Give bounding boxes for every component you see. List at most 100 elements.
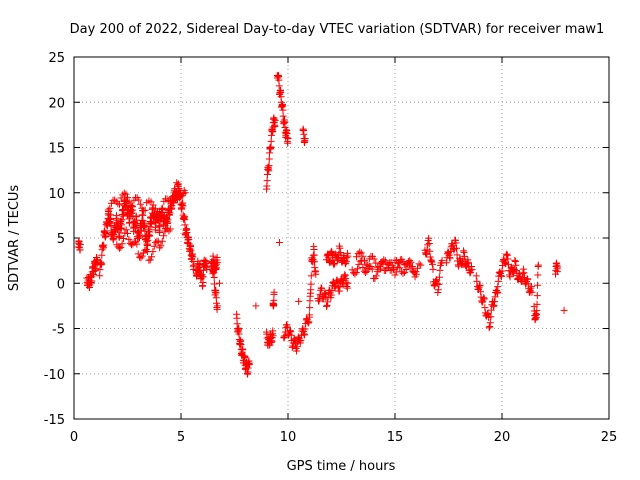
data-point <box>287 331 295 339</box>
data-point <box>348 266 356 274</box>
data-point <box>280 333 288 341</box>
data-point <box>399 269 407 277</box>
data-point <box>389 264 397 272</box>
data-point <box>519 265 527 273</box>
y-tick-label: 25 <box>48 51 65 66</box>
y-tick-label: 10 <box>48 187 65 202</box>
data-point <box>107 199 115 207</box>
data-point <box>501 258 509 266</box>
data-point <box>417 261 425 269</box>
data-point <box>119 234 127 242</box>
data-point <box>410 269 418 277</box>
data-point <box>463 260 471 268</box>
data-point <box>491 298 499 306</box>
data-point <box>356 248 364 256</box>
data-point <box>534 281 542 289</box>
x-tick-label: 25 <box>601 430 618 445</box>
data-point <box>404 260 412 268</box>
data-point <box>427 256 435 264</box>
data-point <box>511 258 519 266</box>
data-point <box>352 268 360 276</box>
data-point <box>503 251 511 259</box>
data-point <box>507 264 515 272</box>
data-point <box>148 253 156 261</box>
data-point <box>239 345 247 353</box>
data-point <box>391 271 399 279</box>
data-point <box>293 347 301 355</box>
data-point <box>271 116 279 124</box>
data-point <box>265 155 273 163</box>
data-point <box>327 247 335 255</box>
data-point <box>472 272 480 280</box>
data-point <box>149 248 157 256</box>
data-point <box>174 181 182 189</box>
data-point <box>213 302 221 310</box>
data-point <box>122 226 130 234</box>
data-point <box>275 239 283 247</box>
data-point <box>497 272 505 280</box>
data-point <box>324 250 332 258</box>
data-point <box>473 277 481 285</box>
data-point <box>343 254 351 262</box>
data-point <box>425 234 433 242</box>
data-point <box>397 268 405 276</box>
data-point <box>344 279 352 287</box>
data-point <box>283 323 291 331</box>
data-point <box>527 282 535 290</box>
data-point <box>325 254 333 262</box>
data-point <box>524 275 532 283</box>
data-point <box>453 251 461 259</box>
data-point <box>138 252 146 260</box>
data-point <box>341 271 349 279</box>
data-point <box>275 82 283 90</box>
data-point <box>252 302 260 310</box>
data-point <box>415 260 423 268</box>
data-point <box>312 270 320 278</box>
data-point <box>484 309 492 317</box>
data-point <box>527 284 535 292</box>
data-point <box>124 230 131 238</box>
data-point <box>301 325 309 333</box>
data-point <box>370 255 378 263</box>
data-point <box>497 272 505 280</box>
data-point <box>306 304 314 312</box>
data-point <box>486 319 494 327</box>
data-point <box>481 304 489 312</box>
data-point <box>485 324 493 332</box>
data-point <box>533 292 541 300</box>
data-point <box>405 261 413 269</box>
data-point <box>512 261 520 269</box>
data-point <box>279 106 287 114</box>
data-point <box>175 185 183 193</box>
data-point <box>356 257 364 265</box>
data-point <box>134 250 142 258</box>
data-point <box>378 257 386 265</box>
data-point <box>446 254 454 262</box>
data-point <box>427 257 435 265</box>
data-point <box>396 264 404 272</box>
data-point <box>125 198 133 206</box>
data-point <box>503 250 511 258</box>
data-point <box>343 282 351 290</box>
data-point <box>377 265 385 273</box>
data-point <box>107 215 115 223</box>
data-point <box>327 291 335 299</box>
y-tick-label: -5 <box>52 323 65 338</box>
data-point <box>480 294 488 302</box>
data-point <box>436 266 444 274</box>
data-point <box>342 274 350 282</box>
data-point <box>352 253 360 261</box>
data-point <box>560 306 568 314</box>
data-point <box>412 268 420 276</box>
y-tick-label: -15 <box>44 413 65 428</box>
data-point <box>305 313 313 321</box>
chart-title: Day 200 of 2022, Sidereal Day-to-day VTE… <box>70 22 605 37</box>
y-tick-label: 0 <box>57 277 65 292</box>
data-point <box>124 193 131 201</box>
data-point <box>102 230 110 238</box>
data-point <box>115 244 123 252</box>
data-point <box>331 259 339 267</box>
data-point <box>362 260 370 268</box>
data-point <box>168 196 176 204</box>
data-point <box>434 286 442 294</box>
